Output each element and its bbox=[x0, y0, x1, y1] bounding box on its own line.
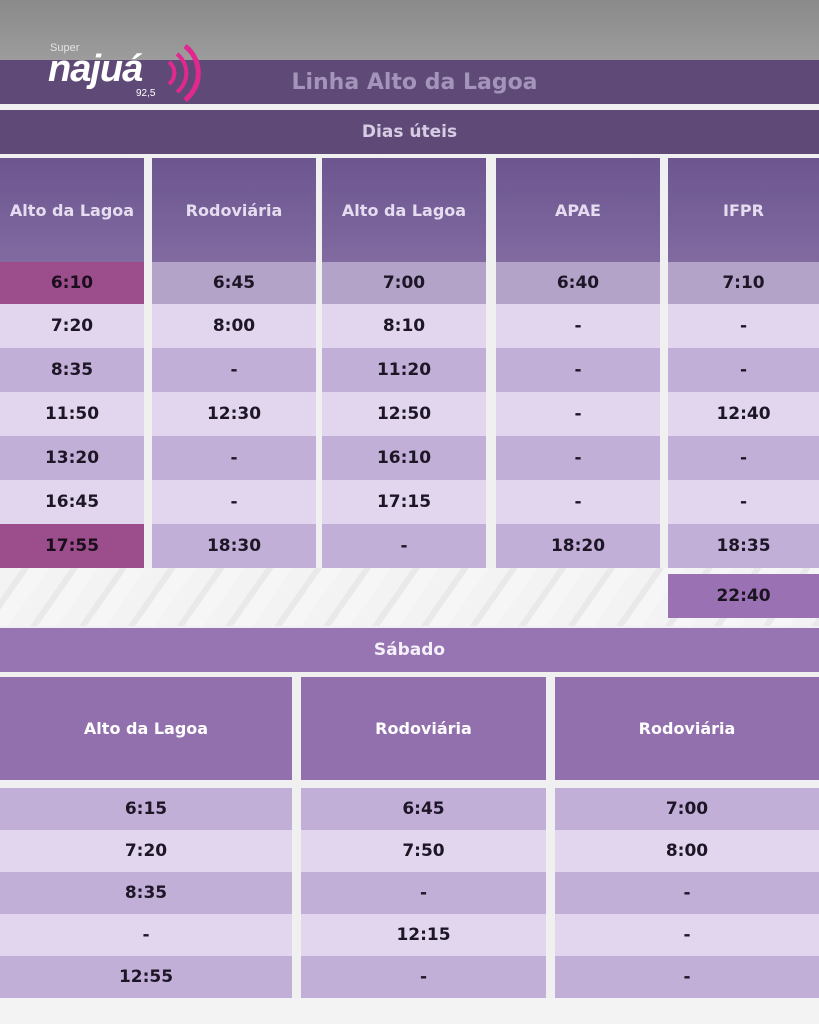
saturday-label: Sábado bbox=[373, 640, 446, 660]
saturday-cell: 8:00 bbox=[555, 830, 819, 872]
weekday-header-col-3: Alto da Lagoa bbox=[322, 158, 486, 262]
weekday-cell: 16:10 bbox=[322, 436, 486, 480]
weekday-cell: - bbox=[496, 348, 660, 392]
weekday-cell: 7:20 bbox=[0, 304, 144, 348]
weekday-cell: - bbox=[668, 436, 819, 480]
header-label: IFPR bbox=[723, 200, 764, 220]
najua-logo: Super najuá 92,5 bbox=[48, 38, 218, 108]
weekday-cell: - bbox=[152, 436, 316, 480]
weekday-cell: 7:00 bbox=[322, 262, 486, 304]
weekday-cell: 12:40 bbox=[668, 392, 819, 436]
weekday-cell: 17:15 bbox=[322, 480, 486, 524]
logo-name-text: najuá bbox=[48, 48, 143, 90]
header-label: Rodoviária bbox=[185, 200, 283, 220]
header-label: Alto da Lagoa bbox=[9, 200, 135, 220]
weekday-cell: - bbox=[668, 304, 819, 348]
weekday-cell: 18:30 bbox=[152, 524, 316, 568]
weekday-cell: 6:10 bbox=[0, 262, 144, 304]
saturday-cell: 7:00 bbox=[555, 788, 819, 830]
weekday-cell: - bbox=[668, 348, 819, 392]
weekday-cell: 16:45 bbox=[0, 480, 144, 524]
saturday-cell: 12:15 bbox=[301, 914, 546, 956]
saturday-header-col-1: Alto da Lagoa bbox=[0, 677, 292, 780]
header-label: APAE bbox=[555, 200, 601, 220]
weekday-cell: 17:55 bbox=[0, 524, 144, 568]
saturday-header-col-3: Rodoviária bbox=[555, 677, 819, 780]
weekday-cell: - bbox=[496, 304, 660, 348]
weekday-cell: - bbox=[496, 480, 660, 524]
weekday-cell: 18:35 bbox=[668, 524, 819, 568]
weekday-header-col-2: Rodoviária bbox=[152, 158, 316, 262]
weekday-cell: - bbox=[152, 348, 316, 392]
weekday-cell: 8:10 bbox=[322, 304, 486, 348]
saturday-header-col-2: Rodoviária bbox=[301, 677, 546, 780]
weekday-extra-cell: 22:40 bbox=[668, 574, 819, 618]
weekday-cell: 7:10 bbox=[668, 262, 819, 304]
page-title: Linha Alto da Lagoa bbox=[291, 69, 538, 95]
weekday-label: Dias úteis bbox=[361, 122, 458, 142]
weekday-band: Dias úteis bbox=[0, 110, 819, 154]
saturday-cell: 6:45 bbox=[301, 788, 546, 830]
title-bar: Linha Alto da Lagoa bbox=[0, 60, 819, 104]
saturday-cell: 6:15 bbox=[0, 788, 292, 830]
weekday-cell: 6:40 bbox=[496, 262, 660, 304]
weekday-header-col-1: Alto da Lagoa bbox=[0, 158, 144, 262]
weekday-cell: 11:20 bbox=[322, 348, 486, 392]
header-label: Alto da Lagoa bbox=[83, 719, 209, 738]
saturday-cell: - bbox=[0, 914, 292, 956]
weekday-cell: - bbox=[152, 480, 316, 524]
saturday-band: Sábado bbox=[0, 628, 819, 672]
saturday-cell: - bbox=[555, 914, 819, 956]
logo-frequency-text: 92,5 bbox=[136, 88, 156, 99]
bottom-band bbox=[0, 998, 819, 1024]
saturday-cell: 8:35 bbox=[0, 872, 292, 914]
radio-waves-icon bbox=[167, 44, 201, 102]
weekday-cell: - bbox=[496, 392, 660, 436]
weekday-cell: 18:20 bbox=[496, 524, 660, 568]
header-label: Rodoviária bbox=[375, 719, 472, 738]
saturday-cell: - bbox=[301, 872, 546, 914]
saturday-cell: - bbox=[555, 872, 819, 914]
weekday-cell: 8:00 bbox=[152, 304, 316, 348]
header-label: Alto da Lagoa bbox=[341, 200, 467, 220]
saturday-cell: 7:20 bbox=[0, 830, 292, 872]
saturday-cell: 7:50 bbox=[301, 830, 546, 872]
weekday-header-col-4: APAE bbox=[496, 158, 660, 262]
weekday-cell: 6:45 bbox=[152, 262, 316, 304]
weekday-cell: 12:50 bbox=[322, 392, 486, 436]
weekday-cell: 12:30 bbox=[152, 392, 316, 436]
weekday-cell: 8:35 bbox=[0, 348, 144, 392]
saturday-cell: - bbox=[555, 956, 819, 998]
weekday-cell: 13:20 bbox=[0, 436, 144, 480]
top-gray-band bbox=[0, 0, 819, 60]
weekday-cell: - bbox=[668, 480, 819, 524]
weekday-header-col-5: IFPR bbox=[668, 158, 819, 262]
weekday-cell: 11:50 bbox=[0, 392, 144, 436]
saturday-cell: - bbox=[301, 956, 546, 998]
weekday-cell: - bbox=[496, 436, 660, 480]
logo-super-text: Super bbox=[50, 42, 80, 54]
weekday-cell: - bbox=[322, 524, 486, 568]
header-label: Rodoviária bbox=[638, 719, 736, 738]
saturday-cell: 12:55 bbox=[0, 956, 292, 998]
